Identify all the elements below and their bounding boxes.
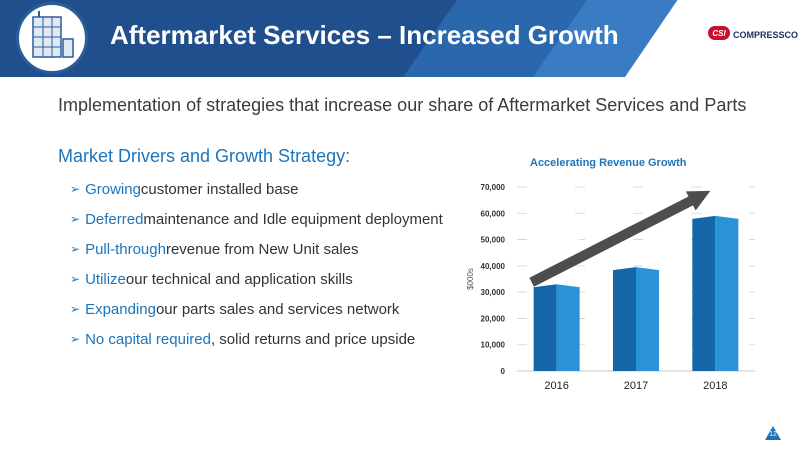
x-tick-label: 2017	[624, 380, 648, 392]
page-title: Aftermarket Services – Increased Growth	[110, 20, 619, 50]
y-tick-label: 70,000	[481, 183, 506, 192]
y-tick-label: 10,000	[481, 341, 506, 350]
logo-text: COMPRESSCO LP®	[733, 29, 800, 40]
cagr-arrow	[529, 190, 711, 287]
bullet-item: ➢ Pull-through revenue from New Unit sale…	[70, 240, 359, 258]
y-tick-label: 40,000	[481, 262, 506, 271]
logo-badge: CSI	[708, 26, 730, 40]
section-heading: Market Drivers and Growth Strategy:	[58, 146, 351, 166]
bullet-item: ➢ Utilize our technical and application s…	[70, 270, 353, 288]
bar	[715, 215, 739, 371]
bullet-item: ➢ No capital required, solid returns and …	[70, 330, 416, 348]
chart-title: Accelerating Revenue Growth	[530, 157, 687, 169]
arrow-bullet-icon: ➢	[70, 212, 81, 226]
page-number: 12	[765, 426, 781, 440]
arrow-bullet-icon: ➢	[70, 272, 81, 286]
arrow-bullet-icon: ➢	[70, 302, 81, 316]
bullet-list: ➢ Growing customer installed base ➢ Deferr…	[70, 174, 443, 354]
arrow-bullet-icon: ➢	[70, 242, 81, 256]
revenue-bar-chart: 0 10,000 20,000 30,000 40,000 50,000 60,000 70,…	[466, 183, 755, 392]
x-tick-label: 2018	[703, 380, 727, 392]
facility-icon	[16, 2, 88, 74]
y-axis-label: $000s	[466, 268, 475, 290]
y-tick-label: 20,000	[481, 314, 506, 323]
bar	[636, 267, 659, 371]
y-tick-label: 0	[501, 367, 506, 376]
bullet-item: ➢ Deferred maintenance and Idle equipment…	[70, 210, 443, 228]
subtitle: Implementation of strategies that increa…	[58, 95, 747, 115]
x-tick-label: 2016	[544, 380, 568, 392]
header-bar: Aftermarket Services – Increased Growth	[0, 0, 800, 77]
bar	[556, 284, 580, 371]
y-tick-label: 30,000	[481, 288, 506, 297]
bar-side	[692, 215, 716, 371]
company-logo: CSI COMPRESSCO LP®	[708, 24, 800, 42]
bar-side	[533, 284, 557, 371]
y-tick-label: 50,000	[481, 236, 506, 245]
y-tick-label: 60,000	[481, 209, 506, 218]
arrow-bullet-icon: ➢	[70, 182, 81, 196]
arrow-bullet-icon: ➢	[70, 332, 81, 346]
bar-side	[613, 267, 636, 371]
bullet-item: ➢ Growing customer installed base	[70, 180, 299, 198]
bullet-item: ➢ Expanding our parts sales and services …	[70, 300, 400, 318]
